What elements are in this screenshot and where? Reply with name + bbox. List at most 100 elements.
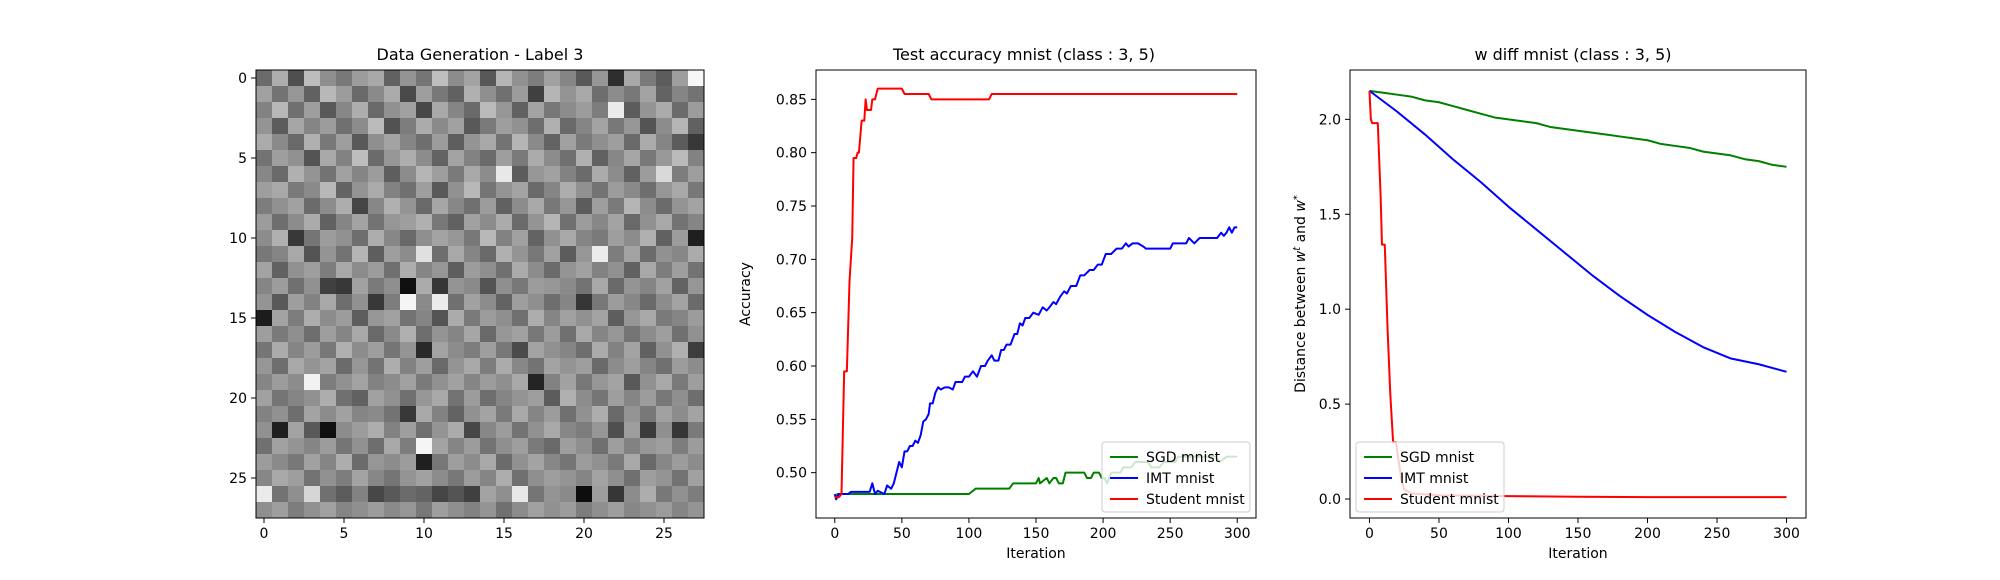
heatmap-cell	[624, 246, 641, 263]
heatmap-cell	[336, 166, 353, 183]
heatmap-cell	[496, 214, 513, 231]
heatmap-cell	[528, 150, 545, 167]
heatmap-cell	[512, 86, 529, 103]
heatmap-cell	[688, 102, 705, 119]
heatmap-cell	[512, 310, 529, 327]
heatmap-cell	[464, 86, 481, 103]
heatmap-cell	[528, 166, 545, 183]
heatmap-cell	[416, 390, 433, 407]
heatmap-cell	[400, 358, 417, 375]
heatmap-cell	[432, 294, 449, 311]
y-tick-label: 2.0	[1319, 112, 1341, 128]
heatmap-cell	[496, 454, 513, 471]
heatmap-cell	[512, 438, 529, 455]
heatmap-cell	[400, 166, 417, 183]
heatmap-cell	[640, 390, 657, 407]
legend-label: SGD mnist	[1400, 450, 1475, 466]
heatmap-cell	[480, 454, 497, 471]
heatmap-cell	[480, 390, 497, 407]
heatmap-cell	[608, 182, 625, 199]
heatmap-cell	[480, 294, 497, 311]
heatmap-cell	[624, 150, 641, 167]
heatmap-cell	[672, 278, 689, 295]
heatmap-cell	[368, 358, 385, 375]
heatmap-cell	[304, 102, 321, 119]
wdiff-title: w diff mnist (class : 3, 5)	[1474, 45, 1671, 64]
heatmap-cell	[672, 390, 689, 407]
heatmap-cell	[560, 374, 577, 391]
heatmap-cell	[512, 166, 529, 183]
heatmap-cell	[320, 438, 337, 455]
heatmap-cell	[464, 438, 481, 455]
heatmap-cell	[304, 86, 321, 103]
legend-label: SGD mnist	[1146, 450, 1221, 466]
heatmap-cell	[400, 150, 417, 167]
heatmap-cell	[304, 358, 321, 375]
heatmap-panel: Data Generation - Label 3 0 5 10 15 20 25 0 5 1…	[229, 45, 705, 542]
accuracy-legend: SGD mnist IMT mnist Student mnist	[1101, 441, 1251, 513]
heatmap-cell	[688, 310, 705, 327]
heatmap-cell	[608, 278, 625, 295]
heatmap-cell	[624, 470, 641, 487]
wdiff-y-label: Distance between wt and w*	[1292, 195, 1309, 393]
heatmap-cell	[592, 278, 609, 295]
heatmap-cell	[592, 438, 609, 455]
heatmap-cell	[256, 182, 273, 199]
heatmap-cell	[304, 134, 321, 151]
heatmap-cell	[368, 214, 385, 231]
heatmap-cell	[624, 214, 641, 231]
heatmap-cell	[464, 102, 481, 119]
heatmap-cell	[448, 246, 465, 263]
x-tick-label: 300	[1773, 526, 1800, 542]
heatmap-cell	[256, 86, 273, 103]
heatmap-cell	[288, 182, 305, 199]
heatmap-cell	[576, 470, 593, 487]
heatmap-cell	[640, 134, 657, 151]
heatmap-cell	[560, 294, 577, 311]
heatmap-cell	[688, 374, 705, 391]
heatmap-cell	[416, 214, 433, 231]
heatmap-cell	[368, 86, 385, 103]
heatmap-cell	[656, 198, 673, 215]
heatmap-cell	[560, 454, 577, 471]
heatmap-cell	[256, 262, 273, 279]
heatmap-cell	[336, 470, 353, 487]
heatmap-cell	[528, 454, 545, 471]
heatmap-cell	[592, 326, 609, 343]
heatmap-cell	[544, 278, 561, 295]
heatmap-title: Data Generation - Label 3	[377, 45, 584, 64]
heatmap-cell	[352, 294, 369, 311]
heatmap-cell	[272, 294, 289, 311]
heatmap-cell	[368, 278, 385, 295]
heatmap-cell	[288, 358, 305, 375]
heatmap-cell	[592, 406, 609, 423]
heatmap-cell	[384, 198, 401, 215]
heatmap-cell	[656, 438, 673, 455]
heatmap-cell	[432, 326, 449, 343]
heatmap-cell	[368, 150, 385, 167]
heatmap-cell	[528, 390, 545, 407]
heatmap-cell	[608, 198, 625, 215]
heatmap-cell	[496, 246, 513, 263]
heatmap-cell	[368, 438, 385, 455]
heatmap-cell	[640, 278, 657, 295]
heatmap-cell	[272, 198, 289, 215]
heatmap-cell	[608, 166, 625, 183]
heatmap-cell	[320, 182, 337, 199]
heatmap-cell	[608, 102, 625, 119]
wdiff-x-ticks: 0 50 100 150 200 250 300	[1365, 518, 1800, 542]
heatmap-cell	[448, 70, 465, 87]
heatmap-cell	[528, 134, 545, 151]
heatmap-cell	[464, 294, 481, 311]
heatmap-cell	[272, 358, 289, 375]
x-tick-label: 250	[1704, 526, 1731, 542]
heatmap-cell	[432, 230, 449, 247]
heatmap-cell	[624, 118, 641, 135]
heatmap-cell	[688, 134, 705, 151]
legend-box	[1101, 441, 1251, 513]
heatmap-cell	[352, 278, 369, 295]
heatmap-cell	[480, 262, 497, 279]
heatmap-cell	[336, 390, 353, 407]
heatmap-cell	[288, 502, 305, 519]
heatmap-cell	[448, 230, 465, 247]
